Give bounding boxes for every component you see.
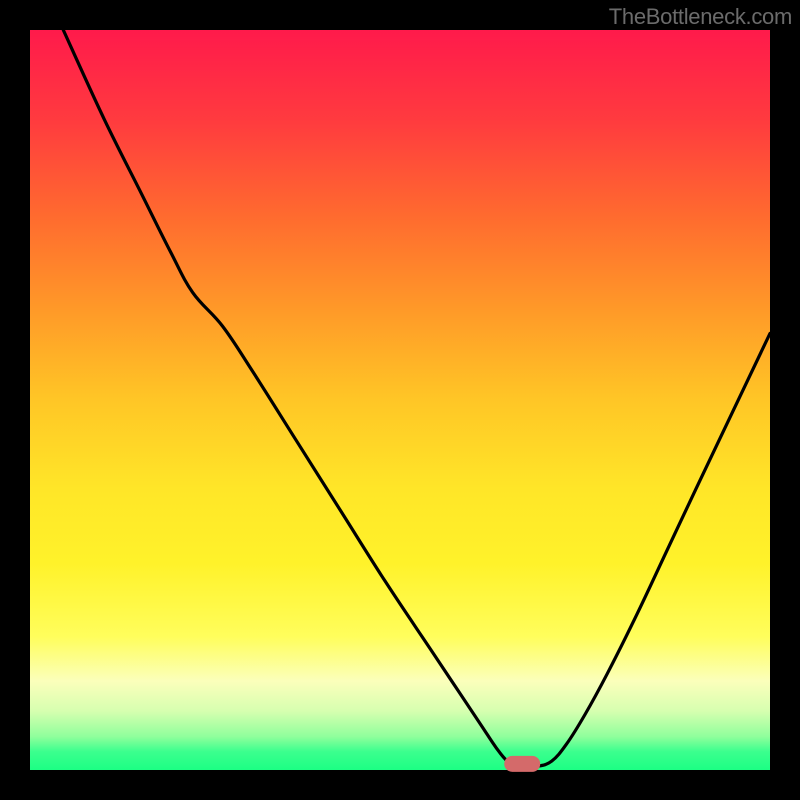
curve-path [63, 30, 770, 767]
optimum-marker [504, 756, 540, 772]
plot-area [30, 30, 770, 770]
attribution-text: TheBottleneck.com [609, 4, 792, 30]
bottleneck-curve [30, 30, 770, 770]
